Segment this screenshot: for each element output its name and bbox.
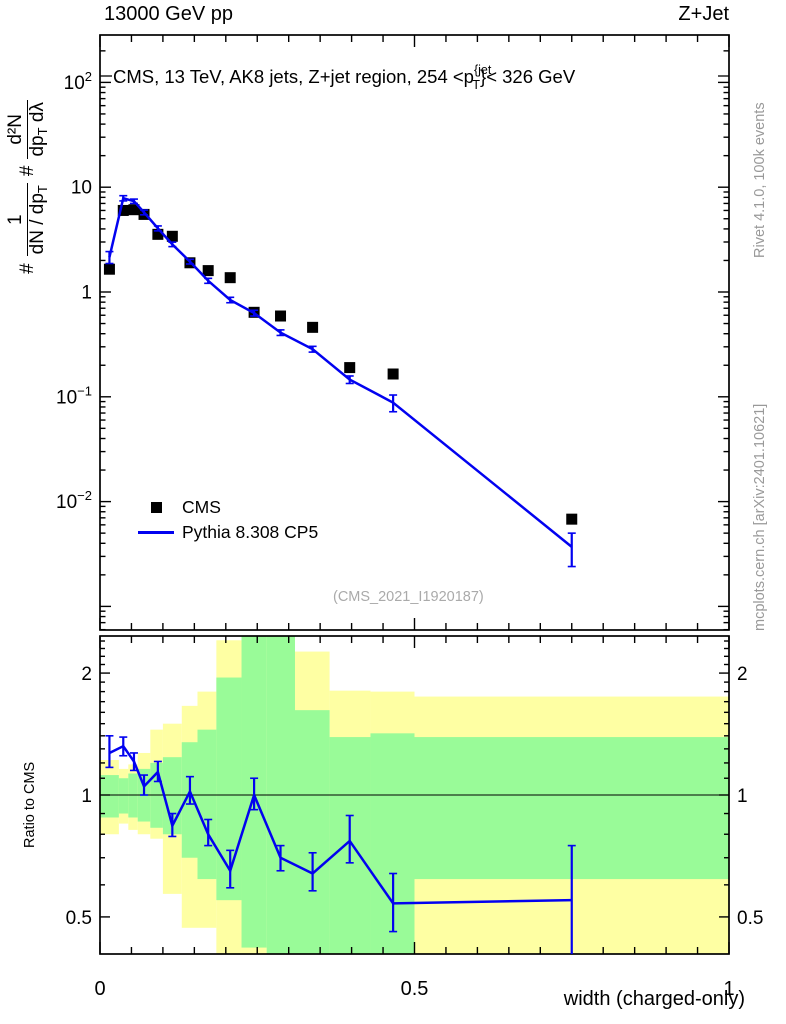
fraction-2-numerator: d²N <box>5 114 26 145</box>
ratio-line <box>108 744 572 905</box>
band-inner <box>100 775 119 818</box>
panel-title-sub: T <box>472 78 481 92</box>
axis-ticks <box>99 35 730 954</box>
svg-text:0.5: 0.5 <box>66 908 92 929</box>
cms-point <box>307 321 319 333</box>
band-inner <box>216 677 242 901</box>
cms-point <box>387 368 399 380</box>
band-inner <box>294 710 330 954</box>
svg-text:102: 102 <box>64 69 92 94</box>
band-inner <box>118 778 129 814</box>
panel-title-sup: {jet <box>473 63 492 77</box>
dn-dpt: dN / dp <box>26 193 48 255</box>
fraction-1: 1 dN / dpT <box>5 183 50 257</box>
legend-label-pythia: Pythia 8.308 CP5 <box>182 522 319 542</box>
legend-item-pythia: Pythia 8.308 CP5 <box>130 520 318 545</box>
pythia-curve <box>105 194 576 568</box>
process-label: Z+Jet <box>678 3 729 25</box>
legend-item-cms: CMS <box>130 495 318 520</box>
svg-text:10−2: 10−2 <box>56 488 92 513</box>
beam-energy-label: 13000 GeV pp <box>104 3 233 25</box>
main-y-axis-label: # 1 dN / dpT # d²N dpT dλ <box>5 36 50 338</box>
svg-text:1: 1 <box>81 786 92 807</box>
cms-point <box>166 230 178 242</box>
dpt: dp <box>26 135 48 157</box>
svg-text:1: 1 <box>81 283 92 304</box>
svg-text:2: 2 <box>81 664 92 685</box>
dlambda: dλ <box>26 102 48 128</box>
cms-square-marker-icon <box>150 502 162 513</box>
fraction-2-denominator: dpT dλ <box>26 100 50 159</box>
analysis-id-watermark: (CMS_2021_I1920187) <box>333 589 484 605</box>
band-inner <box>197 729 217 880</box>
sub-t-2: T <box>34 127 50 136</box>
hash-symbol-2: # <box>16 165 38 177</box>
svg-text:10: 10 <box>71 178 92 199</box>
rivet-version-note: Rivet 4.1.0, 100k events <box>752 102 768 258</box>
svg-text:0: 0 <box>94 978 105 1000</box>
svg-text:1: 1 <box>723 978 734 1000</box>
mcplots-arxiv-note: mcplots.cern.ch [arXiv:2401.10621] <box>752 403 768 631</box>
hash-symbol: # <box>16 263 38 274</box>
fraction-1-numerator: 1 <box>5 214 26 226</box>
ratio-curve <box>105 735 576 954</box>
band-inner <box>370 733 415 954</box>
cms-marker-cell <box>130 502 182 513</box>
panel-title: CMS, 13 TeV, AK8 jets, Z+jet region, 254… <box>113 63 575 92</box>
cms-point <box>224 272 236 284</box>
cms-point <box>152 228 164 240</box>
cms-data-points <box>103 204 578 525</box>
panel-title-text: CMS, 13 TeV, AK8 jets, Z+jet region, 254… <box>113 66 474 87</box>
axis-tick-labels: 0 0.5 1 102 10 1 10−1 10−2 0.5 0.5 1 1 2 2 <box>56 69 763 1000</box>
cms-point <box>344 362 356 374</box>
svg-text:0.5: 0.5 <box>737 908 763 929</box>
panel-title-suffix: }< 326 GeV <box>480 66 576 87</box>
band-inner <box>266 636 295 954</box>
x-axis-label: width (charged-only) <box>563 988 745 1010</box>
fraction-2: d²N dpT dλ <box>5 100 50 159</box>
cms-point <box>117 204 129 216</box>
svg-text:0.5: 0.5 <box>401 978 429 1000</box>
fraction-1-denominator: dN / dpT <box>26 183 50 257</box>
legend-label-cms: CMS <box>182 497 221 517</box>
band-inner <box>329 737 371 954</box>
cms-point <box>566 513 578 525</box>
cms-point <box>275 310 287 322</box>
pythia-line-marker-icon <box>138 531 174 534</box>
pythia-marker-cell <box>130 531 182 534</box>
svg-text:10−1: 10−1 <box>56 383 92 408</box>
cms-point <box>202 265 214 277</box>
cms-point <box>103 263 115 275</box>
legend: CMS Pythia 8.308 CP5 <box>130 495 318 545</box>
pythia-line <box>108 196 573 548</box>
svg-text:2: 2 <box>737 664 748 685</box>
ratio-y-axis-label: Ratio to CMS <box>22 761 38 848</box>
cms-point <box>128 204 140 216</box>
svg-text:1: 1 <box>737 786 748 807</box>
sub-t: T <box>34 185 50 194</box>
